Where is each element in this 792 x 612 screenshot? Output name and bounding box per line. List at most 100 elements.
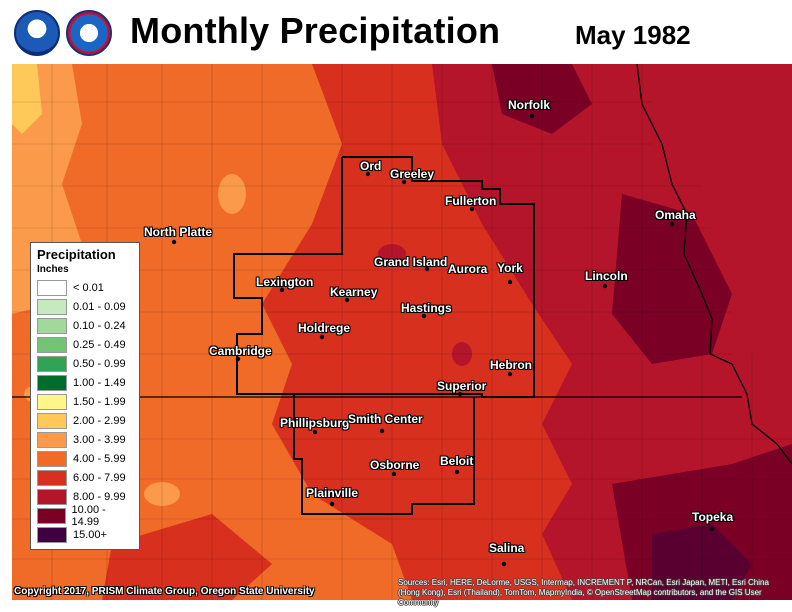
city-label-salina: Salina <box>489 541 525 555</box>
city-dot-omaha <box>669 221 675 227</box>
city-dot-hebron <box>507 371 513 377</box>
city-dot-lexington <box>279 287 285 293</box>
city-label-plainville: Plainville <box>306 486 359 500</box>
city-dot-north-platte <box>171 239 177 245</box>
legend-swatch <box>37 375 67 391</box>
city-dot-norfolk <box>529 113 535 119</box>
legend-label: 1.00 - 1.49 <box>73 377 126 389</box>
legend-label: 0.25 - 0.49 <box>73 339 126 351</box>
city-dot-fullerton <box>469 206 475 212</box>
legend-label: 10.00 - 14.99 <box>71 504 106 528</box>
city-label-lexington: Lexington <box>256 275 314 289</box>
legend-item: 8.00 - 9.99 <box>37 488 133 506</box>
legend-items: < 0.01 0.01 - 0.09 0.10 - 0.24 0.25 - 0.49 0… <box>37 279 133 544</box>
city-label-fullerton: Fullerton <box>445 194 497 208</box>
city-label-holdrege: Holdrege <box>298 321 351 335</box>
legend-units: Inches <box>37 264 69 275</box>
legend-item: < 0.01 <box>37 279 133 297</box>
legend-item: 1.00 - 1.49 <box>37 374 133 392</box>
legend-swatch <box>37 470 67 486</box>
legend-swatch <box>37 451 67 467</box>
precipitation-map: Norfolk Ord Greeley Fullerton Omaha Nort… <box>12 64 792 600</box>
city-label-omaha: Omaha <box>655 208 696 222</box>
legend-item: 10.00 - 14.99 <box>37 504 133 528</box>
copyright-text: Copyright 2017, PRISM Climate Group, Ore… <box>14 586 315 597</box>
legend-item: 2.00 - 2.99 <box>37 412 133 430</box>
city-dot-smith-center <box>379 428 385 434</box>
legend-swatch <box>37 413 67 429</box>
legend-item: 0.10 - 0.24 <box>37 317 133 335</box>
legend-swatch <box>37 356 67 372</box>
city-label-lincoln: Lincoln <box>585 269 628 283</box>
city-label-superior: Superior <box>437 379 487 393</box>
legend-label: 1.50 - 1.99 <box>73 396 126 408</box>
city-dot-lincoln <box>602 283 608 289</box>
legend-label: < 0.01 <box>73 282 104 294</box>
legend-label: 4.00 - 5.99 <box>73 453 126 465</box>
city-label-norfolk: Norfolk <box>508 98 550 112</box>
legend-swatch <box>37 394 67 410</box>
legend-label: 0.50 - 0.99 <box>73 358 126 370</box>
city-dot-ord <box>365 171 371 177</box>
legend-label: 15.00+ <box>73 529 107 541</box>
legend-swatch <box>37 527 67 543</box>
legend-label: 6.00 - 7.99 <box>73 472 126 484</box>
city-dot-kearney <box>344 297 350 303</box>
legend-swatch <box>37 318 67 334</box>
legend-item: 15.00+ <box>37 526 133 544</box>
legend-swatch <box>37 432 67 448</box>
legend-label: 8.00 - 9.99 <box>73 491 126 503</box>
city-dot-grand-island <box>424 266 430 272</box>
legend-swatch <box>37 489 67 505</box>
city-label-hastings: Hastings <box>401 301 452 315</box>
map-date: May 1982 <box>575 20 691 50</box>
legend-item: 3.00 - 3.99 <box>37 431 133 449</box>
city-dot-york <box>507 279 513 285</box>
city-label-north-platte: North Platte <box>144 225 213 239</box>
state-border-river <box>636 64 792 465</box>
city-dot-plainville <box>329 501 335 507</box>
precip-zone-southwest <box>102 514 272 600</box>
legend-label: 0.10 - 0.24 <box>73 320 126 332</box>
legend-label: 0.01 - 0.09 <box>73 301 126 313</box>
precip-zone-extreme <box>652 524 752 600</box>
map-credits: Sources: Esri, HERE, DeLorme, USGS, Inte… <box>398 578 769 607</box>
city-markers <box>171 113 715 567</box>
legend-item: 0.01 - 0.09 <box>37 298 133 316</box>
city-dot-phillipsburg <box>312 429 318 435</box>
forecast-area-boundary <box>233 157 343 395</box>
city-label-aurora: Aurora <box>448 262 488 276</box>
city-label-osborne: Osborne <box>370 458 420 472</box>
forecast-area-boundary <box>293 156 535 515</box>
city-label-greeley: Greeley <box>390 167 435 181</box>
legend-swatch <box>37 508 66 524</box>
legend-item: 0.50 - 0.99 <box>37 355 133 373</box>
legend-swatch <box>37 280 67 296</box>
city-dot-hastings <box>421 313 427 319</box>
city-dot-osborne <box>391 471 397 477</box>
legend-item: 1.50 - 1.99 <box>37 393 133 411</box>
city-dot-holdrege <box>319 334 325 340</box>
nws-logo-icon <box>66 10 112 56</box>
city-dot-topeka <box>709 526 715 532</box>
city-dot-superior <box>457 391 463 397</box>
city-label-grand-island: Grand Island <box>374 255 448 269</box>
precip-spot-heavy <box>378 244 406 264</box>
map-title: Monthly Precipitation <box>130 10 501 51</box>
city-label-kearney: Kearney <box>330 285 378 299</box>
legend-item: 4.00 - 5.99 <box>37 450 133 468</box>
city-dot-greeley <box>401 179 407 185</box>
precip-spot-heavy <box>452 342 472 366</box>
city-label-topeka: Topeka <box>692 510 734 524</box>
city-label-ord: Ord <box>360 159 382 173</box>
precip-zone-heavy <box>492 64 592 134</box>
city-label-phillipsburg: Phillipsburg <box>280 416 350 430</box>
legend-swatch <box>37 337 67 353</box>
precip-spot-light <box>218 174 246 214</box>
noaa-logo-icon <box>14 10 60 56</box>
legend-item: 0.25 - 0.49 <box>37 336 133 354</box>
city-dot-beloit <box>454 469 460 475</box>
city-dot-salina <box>501 561 507 567</box>
map-canvas <box>12 64 792 600</box>
legend-title: Precipitation <box>37 247 116 262</box>
